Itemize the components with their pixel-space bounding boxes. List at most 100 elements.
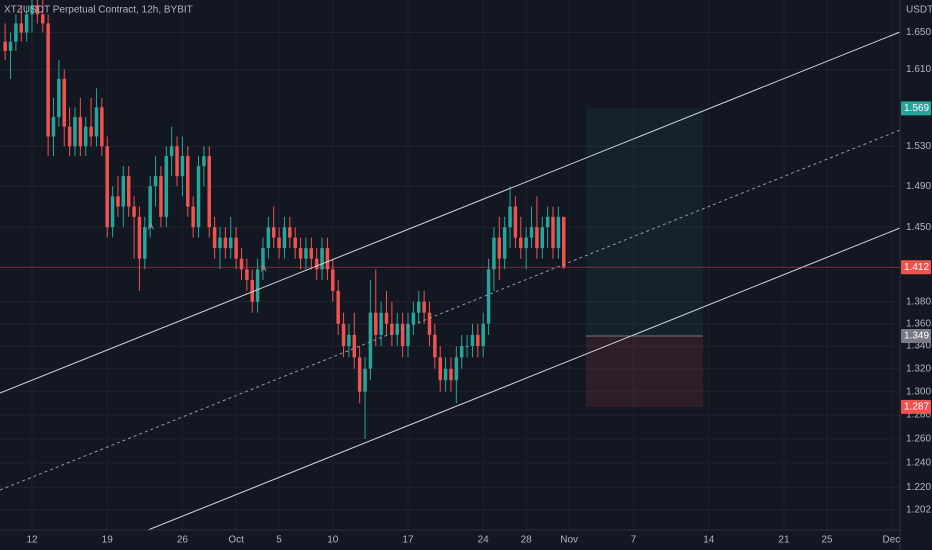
candle-body xyxy=(422,301,426,313)
target-label: 1.569 xyxy=(904,103,929,114)
y-tick-label: 1.340 xyxy=(906,341,931,352)
candle-body xyxy=(325,248,330,270)
candle-body xyxy=(433,334,437,358)
x-tick-label: 28 xyxy=(521,535,533,546)
candle-body xyxy=(459,346,464,358)
candle-body xyxy=(250,280,254,302)
candles xyxy=(3,0,566,439)
candle-body xyxy=(143,227,147,259)
y-tick-label: 1.610 xyxy=(906,64,931,75)
candle-body xyxy=(400,323,405,347)
x-tick-label: 26 xyxy=(177,535,189,546)
candle-body xyxy=(492,237,496,270)
candle-body xyxy=(497,237,502,259)
y-tick-label: 1.202 xyxy=(906,504,931,515)
candle-body xyxy=(476,334,480,347)
candle-body xyxy=(481,323,485,347)
candle-body xyxy=(282,227,287,249)
candle-body xyxy=(3,41,7,51)
candle-body xyxy=(309,248,314,259)
candle-body xyxy=(245,269,249,281)
channel-lower xyxy=(147,227,901,531)
candle-body xyxy=(379,312,383,335)
candle-body xyxy=(14,23,18,42)
candle-body xyxy=(368,312,373,369)
candle-body xyxy=(508,206,512,228)
entry-tag xyxy=(901,328,931,343)
candle-body xyxy=(320,248,324,270)
chart-title: XTZUSDT Perpetual Contract, 12h, BYBIT xyxy=(4,5,193,16)
last-price-tag xyxy=(901,260,931,275)
candle-body xyxy=(416,301,421,313)
y-tick-label: 1.380 xyxy=(906,296,931,307)
candle-body xyxy=(486,269,491,324)
candle-body xyxy=(159,176,163,217)
candle-body xyxy=(374,312,378,335)
candle-body xyxy=(314,258,319,270)
x-tick-label: 24 xyxy=(478,535,490,546)
candle-body xyxy=(331,269,335,291)
candle-body xyxy=(169,146,174,157)
stop-tag xyxy=(901,399,931,414)
candle-body xyxy=(384,312,389,324)
channel-upper xyxy=(0,31,901,394)
y-tick-label: 1.280 xyxy=(906,410,931,421)
candle-body xyxy=(24,14,29,33)
y-tick-label: 1.300 xyxy=(906,386,931,397)
x-tick-label: Dec xyxy=(883,535,901,546)
candle-body xyxy=(363,368,367,392)
candle-body xyxy=(357,357,362,392)
candle-body xyxy=(180,156,185,177)
entry-label: 1.349 xyxy=(904,331,929,342)
x-tick-label: 12 xyxy=(26,535,38,546)
x-tick-label: 14 xyxy=(703,535,715,546)
candle-body xyxy=(62,78,66,127)
candle-body xyxy=(347,334,351,347)
y-tick-label: 1.450 xyxy=(906,222,931,233)
profit-zone xyxy=(586,108,703,336)
candle-body xyxy=(73,117,77,147)
candle-body xyxy=(271,227,276,238)
x-tick-label: 5 xyxy=(276,535,282,546)
candle-body xyxy=(212,227,217,249)
candle-body xyxy=(502,227,507,259)
candle-body xyxy=(395,323,400,335)
candle-body xyxy=(110,196,115,228)
candle-body xyxy=(116,196,120,207)
candle-body xyxy=(105,146,109,228)
x-tick-label: 25 xyxy=(821,535,833,546)
candle-body xyxy=(196,166,201,228)
y-tick-label: 1.650 xyxy=(906,27,931,38)
target-tag xyxy=(901,101,931,116)
candle-body xyxy=(57,78,61,118)
candle-body xyxy=(535,227,539,249)
candle-body xyxy=(524,237,528,249)
candle-body xyxy=(261,248,265,270)
stop-label: 1.287 xyxy=(904,402,929,413)
candle-body xyxy=(46,23,50,137)
candle-body xyxy=(175,146,179,177)
candle-body xyxy=(562,216,566,268)
candle-body xyxy=(298,248,303,259)
candle-body xyxy=(277,237,281,249)
y-tick-label: 1.220 xyxy=(906,482,931,493)
candle-body xyxy=(67,126,72,147)
candle-body xyxy=(19,23,24,33)
candle-body xyxy=(186,156,190,207)
candle-body xyxy=(164,156,169,217)
candle-body xyxy=(202,156,206,167)
candle-body xyxy=(132,206,136,217)
candle-body xyxy=(513,206,518,238)
candle-body xyxy=(341,323,346,347)
y-tick-label: 1.360 xyxy=(906,318,931,329)
candle-body xyxy=(449,368,453,381)
candle-body xyxy=(8,41,13,51)
last-price-label: 1.412 xyxy=(904,262,929,273)
candle-body xyxy=(89,126,93,137)
candle-body xyxy=(207,156,212,228)
x-tick-label: Nov xyxy=(560,535,578,546)
candle-body xyxy=(465,346,469,348)
candle-body xyxy=(35,5,40,15)
